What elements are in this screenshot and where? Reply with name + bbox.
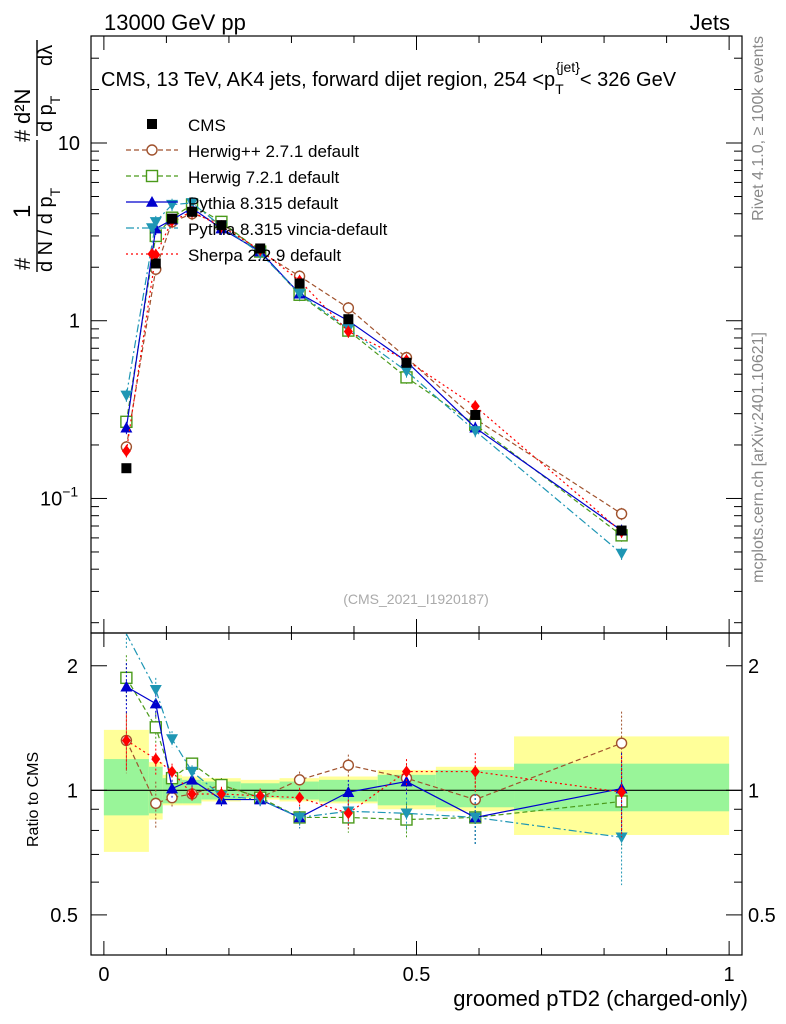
data-point-cms (216, 220, 227, 231)
y-tick-label-ratio: 1 (67, 780, 78, 802)
y-tick-label-main: 10 (58, 133, 80, 155)
y-label-hash-2: # (10, 129, 35, 142)
y-label-hash-1: # (10, 257, 35, 270)
series-point-ratio (255, 789, 265, 802)
series-point-ratio (615, 737, 628, 749)
series-point-main (615, 508, 628, 520)
series-point-ratio (150, 797, 162, 810)
legend-marker (146, 196, 158, 207)
series-point-main (149, 217, 162, 228)
legend-marker (145, 169, 159, 183)
legend-label: Herwig 7.2.1 default (188, 168, 339, 187)
series-point-main (121, 444, 131, 457)
series-point-ratio (186, 773, 199, 785)
y-tick-label-ratio-right: 0.5 (748, 905, 776, 927)
y-tick-label-ratio: 2 (67, 656, 78, 678)
legend-label: Pythia 8.315 vincia-default (188, 220, 388, 239)
analysis-watermark: (CMS_2021_I1920187) (343, 591, 489, 607)
series-point-main (293, 288, 306, 300)
y-label-one: 1 (9, 205, 36, 218)
legend: CMS Herwig++ 2.7.1 default Herwig 7.2.1 de… (126, 116, 388, 265)
ratio-plot-series (120, 633, 628, 886)
data-point-cms (470, 409, 481, 420)
series-point-ratio (216, 787, 226, 800)
chart-title: CMS, 13 TeV, AK4 jets, forward dijet reg… (101, 59, 677, 97)
header-beam-label: 13000 GeV pp (104, 10, 246, 35)
y-tick-label-ratio-right: 1 (748, 780, 759, 802)
series-point-ratio (121, 734, 131, 747)
y-tick-label-main: 1 (69, 311, 80, 333)
legend-label: CMS (188, 116, 226, 135)
legend-marker (146, 144, 158, 156)
rivet-version-label: Rivet 4.1.0, ≥ 100k events (750, 36, 767, 221)
x-tick-label: 0 (98, 964, 109, 986)
data-point-cms (150, 258, 161, 269)
ratio-y-axis-label: Ratio to CMS (25, 752, 42, 847)
y-tick-label-ratio-right: 2 (748, 656, 759, 678)
series-point-ratio (293, 774, 306, 786)
series-point-ratio (149, 697, 162, 709)
axis-ticks: 0 0.5 1 10−1 1 10 0.5 0.5 1 1 2 2 (40, 35, 776, 986)
legend-label: Pythia 8.315 default (188, 194, 339, 213)
data-point-cms (187, 206, 198, 217)
series-point-ratio (151, 753, 161, 766)
y-label-denominator: d N / d pT (35, 187, 63, 272)
series-point-ratio (401, 765, 411, 778)
y-label-dlambda: dλ (35, 45, 57, 66)
legend-label: Herwig++ 2.7.1 default (188, 142, 359, 161)
series-point-ratio (342, 786, 355, 797)
series-point-ratio (293, 812, 306, 824)
legend-marker (147, 119, 157, 129)
mcplots-label: mcplots.cern.ch [arXiv:2401.10621] (750, 332, 767, 583)
data-point-cms (401, 357, 412, 368)
series-point-ratio (342, 759, 355, 771)
series-point-ratio (469, 812, 482, 824)
data-point-cms (167, 213, 178, 224)
series-point-ratio (470, 765, 480, 778)
y-label-d2n: d²N (10, 89, 35, 124)
series-point-ratio (615, 832, 628, 844)
header-process-label: Jets (690, 10, 730, 35)
legend-marker (147, 248, 157, 260)
series-point-main (615, 548, 628, 560)
data-point-cms (121, 463, 132, 474)
data-point-cms (294, 278, 305, 289)
main-plot-series (120, 197, 628, 560)
data-point-cms (343, 314, 354, 325)
legend-label: Sherpa 2.2.9 default (188, 246, 341, 265)
x-tick-label: 1 (724, 964, 735, 986)
y-tick-label-main: 10−1 (40, 483, 78, 510)
series-point-main (400, 366, 413, 378)
data-point-cms (255, 243, 266, 254)
series-point-main (186, 198, 199, 209)
legend-marker (146, 223, 158, 234)
series-point-main (343, 325, 353, 338)
x-axis-label: groomed pTD2 (charged-only) (453, 986, 748, 1011)
series-point-ratio (149, 684, 162, 696)
series-point-ratio (166, 782, 179, 794)
series-point-ratio (295, 791, 305, 804)
series-point-ratio (149, 721, 162, 734)
series-point-ratio (120, 680, 133, 692)
series-point-main (342, 302, 355, 314)
series-point-main (120, 390, 133, 402)
series-point-ratio (166, 734, 179, 746)
series-point-ratio (400, 808, 413, 820)
series-point-ratio (186, 766, 199, 778)
series-point-ratio (167, 765, 177, 778)
series-point-ratio (343, 807, 353, 820)
y-label-dpt: d pT (35, 95, 63, 132)
data-point-cms (616, 525, 627, 536)
series-point-ratio (617, 786, 627, 799)
series-point-main (470, 400, 480, 413)
y-tick-label-ratio: 0.5 (50, 905, 78, 927)
series-point-main (469, 426, 482, 437)
series-point-ratio (187, 787, 197, 800)
x-tick-label: 0.5 (403, 964, 431, 986)
main-y-axis-label: # 1 d N / d pT # d²N d pT dλ (9, 40, 63, 272)
